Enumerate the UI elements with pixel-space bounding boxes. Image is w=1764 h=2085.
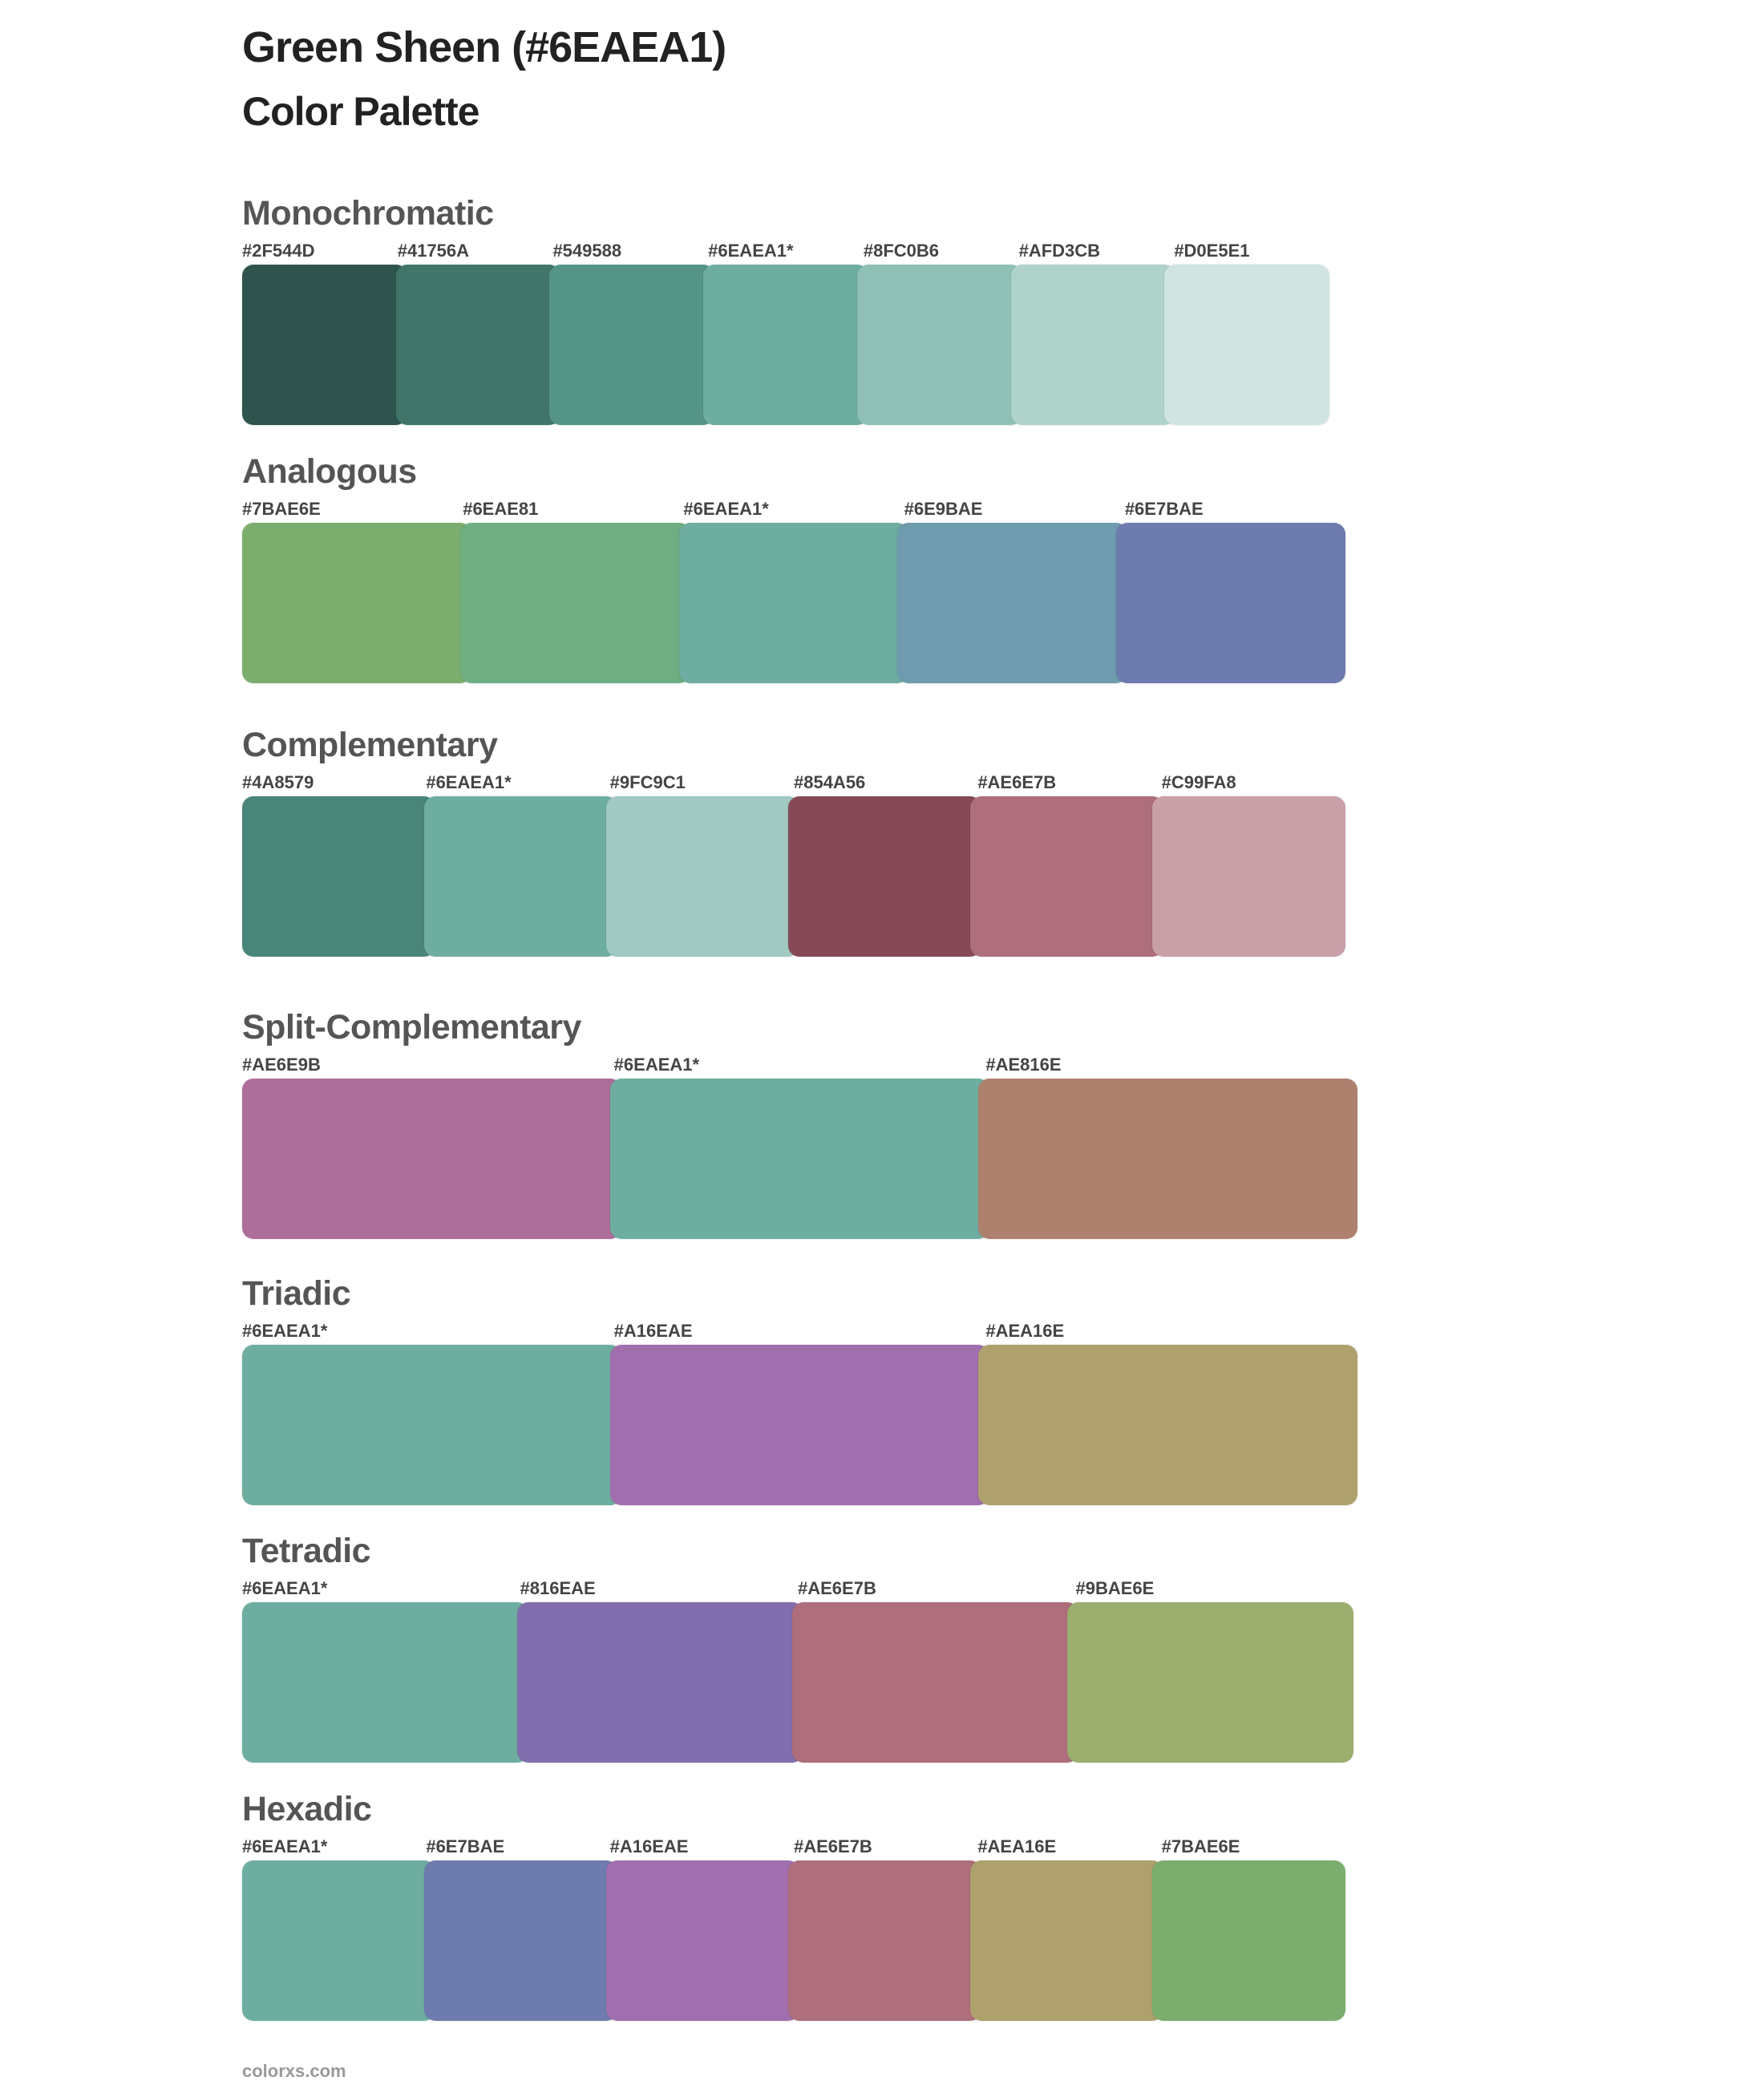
color-swatch[interactable] (1152, 796, 1345, 957)
hex-label: #6EAEA1* (613, 1055, 700, 1075)
hex-label: #AEA16E (977, 1836, 1057, 1856)
hex-label: #816EAE (520, 1578, 596, 1598)
hex-label: #6EAEA1* (242, 1321, 328, 1341)
hex-label: #6EAE81 (463, 499, 539, 519)
color-swatch[interactable] (517, 1602, 803, 1763)
swatch-row (242, 523, 1346, 683)
palette-section-complementary: Complementary #4A8579 #6EAEA1* #9FC9C1 #854A… (242, 726, 1345, 957)
color-swatch[interactable] (460, 523, 690, 683)
hex-label: #A16EAE (609, 1836, 689, 1856)
color-swatch[interactable] (610, 1345, 989, 1505)
swatch-row (242, 265, 1330, 425)
hex-label: #7BAE6E (1161, 1836, 1240, 1856)
hex-labels: #7BAE6E #6EAE81 #6EAEA1* #6E9BAE #6E7BAE (242, 499, 1345, 521)
palette-section-triadic: Triadic #6EAEA1* #A16EAE #AEA16E (242, 1274, 1357, 1505)
hex-label: #C99FA8 (1161, 772, 1236, 792)
color-swatch[interactable] (978, 1345, 1357, 1505)
section-title: Split-Complementary (242, 1008, 581, 1047)
hex-labels: #4A8579 #6EAEA1* #9FC9C1 #854A56 #AE6E7B #C99… (242, 772, 1345, 795)
hex-label: #D0E5E1 (1174, 241, 1250, 261)
color-swatch[interactable] (242, 1345, 621, 1505)
hex-label: #6EAEA1* (708, 241, 794, 261)
color-swatch[interactable] (610, 1079, 989, 1239)
color-swatch[interactable] (242, 1860, 435, 2021)
color-swatch[interactable] (970, 1860, 1163, 2021)
hex-label: #8FC0B6 (863, 241, 940, 261)
color-swatch[interactable] (242, 523, 472, 683)
color-swatch[interactable] (1115, 523, 1346, 683)
swatch-row (242, 1860, 1345, 2021)
hex-labels: #2F544D #41756A #549588 #6EAEA1* #8FC0B6 #AFD… (242, 241, 1329, 263)
hex-label: #AE6E9B (242, 1055, 321, 1075)
hex-label: #41756A (397, 241, 470, 261)
section-title: Hexadic (242, 1790, 372, 1828)
hex-label: #854A56 (793, 772, 866, 792)
color-swatch[interactable] (703, 265, 868, 425)
palette-section-tetradic: Tetradic #6EAEA1* #816EAE #AE6E7B #9BAE6E (242, 1532, 1353, 1763)
section-title: Complementary (242, 726, 498, 764)
section-title: Monochromatic (242, 194, 494, 233)
hex-labels: #AE6E9B #6EAEA1* #AE816E (242, 1055, 1357, 1077)
color-swatch[interactable] (606, 796, 799, 957)
swatch-row (242, 1602, 1353, 1763)
color-swatch[interactable] (242, 1079, 621, 1239)
palette-section-split-complementary: Split-Complementary #AE6E9B #6EAEA1* #AE816… (242, 1008, 1357, 1239)
swatch-row (242, 1079, 1357, 1239)
hex-labels: #6EAEA1* #A16EAE #AEA16E (242, 1321, 1357, 1343)
page-title: Green Sheen (#6EAEA1) (242, 23, 726, 71)
color-swatch[interactable] (549, 265, 715, 425)
hex-label: #2F544D (242, 241, 315, 261)
section-title: Triadic (242, 1274, 351, 1313)
palette-section-monochromatic: Monochromatic #2F544D #41756A #549588 #6EAEA… (242, 194, 1330, 425)
color-swatch[interactable] (1010, 265, 1176, 425)
color-swatch[interactable] (395, 265, 561, 425)
hex-label: #549588 (552, 241, 622, 261)
footer-site-link[interactable]: colorxs.com (242, 2061, 346, 2081)
hex-label: #AEA16E (985, 1321, 1065, 1341)
color-swatch[interactable] (897, 523, 1127, 683)
color-swatch[interactable] (856, 265, 1022, 425)
hex-labels: #6EAEA1* #6E7BAE #A16EAE #AE6E7B #AEA16E #7BA… (242, 1836, 1345, 1859)
hex-label: #AFD3CB (1018, 241, 1101, 261)
hex-label: #AE6E7B (798, 1578, 876, 1598)
hex-label: #6E9BAE (904, 499, 983, 519)
color-swatch[interactable] (242, 1602, 528, 1763)
color-swatch[interactable] (1067, 1602, 1353, 1763)
hex-label: #AE6E7B (977, 772, 1057, 792)
swatch-row (242, 1345, 1357, 1505)
color-swatch[interactable] (242, 265, 407, 425)
palette-section-hexadic: Hexadic #6EAEA1* #6E7BAE #A16EAE #AE6E7B #AEA… (242, 1790, 1345, 2021)
color-swatch[interactable] (606, 1860, 799, 2021)
hex-label: #A16EAE (613, 1321, 693, 1341)
color-swatch[interactable] (424, 1860, 617, 2021)
hex-label: #7BAE6E (242, 499, 321, 519)
hex-label: #6EAEA1* (683, 499, 769, 519)
color-swatch[interactable] (788, 796, 981, 957)
hex-label: #9FC9C1 (609, 772, 686, 792)
hex-labels: #6EAEA1* #816EAE #AE6E7B #9BAE6E (242, 1578, 1353, 1601)
hex-label: #AE6E7B (793, 1836, 872, 1856)
color-swatch[interactable] (788, 1860, 981, 2021)
palette-section-analogous: Analogous #7BAE6E #6EAE81 #6EAEA1* #6E9BAE #6… (242, 452, 1346, 683)
color-swatch[interactable] (1164, 265, 1330, 425)
hex-label: #6EAEA1* (242, 1578, 328, 1598)
swatch-row (242, 796, 1345, 957)
section-title: Analogous (242, 452, 417, 491)
color-swatch[interactable] (242, 796, 435, 957)
hex-label: #6EAEA1* (426, 772, 512, 792)
hex-label: #6E7BAE (426, 1836, 505, 1856)
color-swatch[interactable] (678, 523, 909, 683)
hex-label: #4A8579 (242, 772, 314, 792)
page-subtitle: Color Palette (242, 89, 479, 134)
hex-label: #9BAE6E (1075, 1578, 1155, 1598)
color-swatch[interactable] (1152, 1860, 1345, 2021)
color-swatch[interactable] (978, 1079, 1357, 1239)
color-swatch[interactable] (970, 796, 1163, 957)
section-title: Tetradic (242, 1532, 371, 1570)
color-swatch[interactable] (424, 796, 617, 957)
hex-label: #6EAEA1* (242, 1836, 328, 1856)
hex-label: #AE816E (985, 1055, 1062, 1075)
hex-label: #6E7BAE (1124, 499, 1204, 519)
color-swatch[interactable] (792, 1602, 1078, 1763)
